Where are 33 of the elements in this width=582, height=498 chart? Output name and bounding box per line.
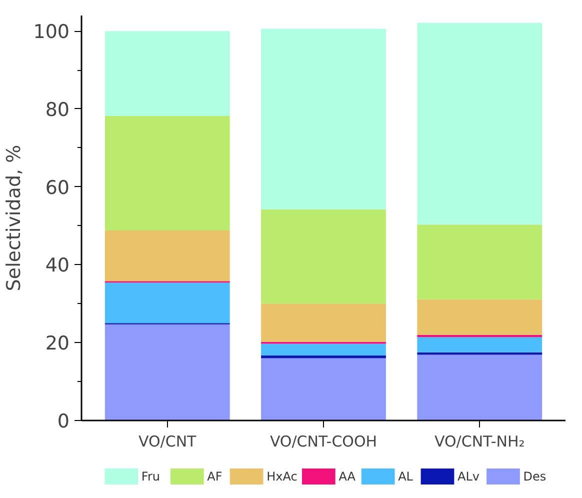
bar [104,324,230,420]
bar [417,22,542,225]
legend-label: AA [338,470,356,484]
bar [261,304,386,342]
legend-label: Fru [141,470,160,484]
bar [417,354,542,420]
bar [261,355,386,358]
bar [417,224,542,300]
bar [104,31,230,116]
bar [261,209,386,304]
bar [261,344,386,356]
y-tick-label: 40 [45,254,70,277]
bar [417,337,542,352]
y-tick-label: 80 [45,98,70,121]
y-axis-title: Selectividad, % [3,144,26,292]
bar [104,116,230,230]
x-tick-label: VO/CNT-NH₂ [434,432,525,450]
legend-label: AL [398,470,414,484]
bar [261,358,386,420]
y-tick-label: 60 [45,176,70,199]
x-tick-label: VO/CNT [138,432,198,450]
legend-label: AF [207,470,222,484]
legend-label: Des [523,470,546,484]
y-tick-label: 100 [33,21,70,44]
bar [104,230,230,282]
bar [417,299,542,335]
x-tick-label: VO/CNT-COOH [270,432,378,450]
y-tick-label: 0 [57,410,70,432]
bar [104,282,230,324]
legend-label: HxAc [266,470,298,484]
bar [261,28,386,210]
legend-label: ALv [458,470,480,484]
y-tick-label: 20 [45,332,70,355]
